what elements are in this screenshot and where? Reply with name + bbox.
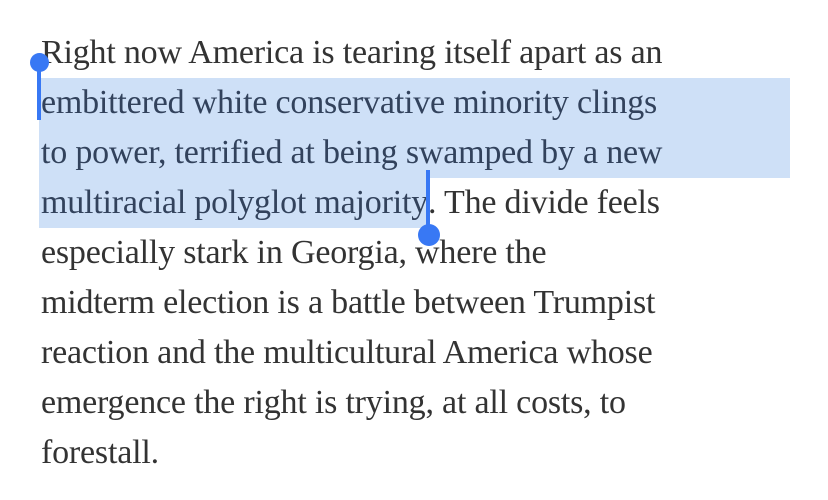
selection-handle-stem [426, 170, 431, 235]
text-line: midterm election is a battle between Tru… [41, 278, 790, 328]
paragraph-text: Right now America is tearing itself apar… [41, 34, 663, 71]
paragraph-text: forestall. [41, 434, 159, 471]
selection-handle-stem [37, 62, 41, 120]
paragraph-text: reaction and the multicultural America w… [41, 334, 653, 371]
selection-handle-ball [418, 224, 441, 246]
paragraph-text: emergence the right is trying, at all co… [41, 384, 626, 421]
paragraph-text: . The divide feels [428, 184, 660, 221]
text-line: emergence the right is trying, at all co… [41, 378, 790, 428]
selection-handle-ball [30, 53, 49, 72]
paragraph-text: especially stark in Georgia, where the [41, 234, 547, 271]
selected-text: embittered white conservative minority c… [41, 84, 658, 121]
text-line: to power, terrified at being swamped by … [39, 128, 790, 178]
text-line: embittered white conservative minority c… [30, 53, 790, 128]
selected-text: to power, terrified at being swamped by … [41, 134, 663, 171]
text-line: forestall. [41, 428, 790, 478]
paragraph-text: midterm election is a battle between Tru… [41, 284, 656, 321]
text-line: Right now America is tearing itself apar… [41, 28, 790, 78]
selected-text: multiracial polyglot majority [39, 178, 428, 228]
text-line: multiracial polyglot majority. The divid… [39, 170, 790, 246]
text-line: reaction and the multicultural America w… [41, 328, 790, 378]
text-line: especially stark in Georgia, where the [41, 228, 790, 278]
article-paragraph: Right now America is tearing itself apar… [30, 28, 790, 478]
